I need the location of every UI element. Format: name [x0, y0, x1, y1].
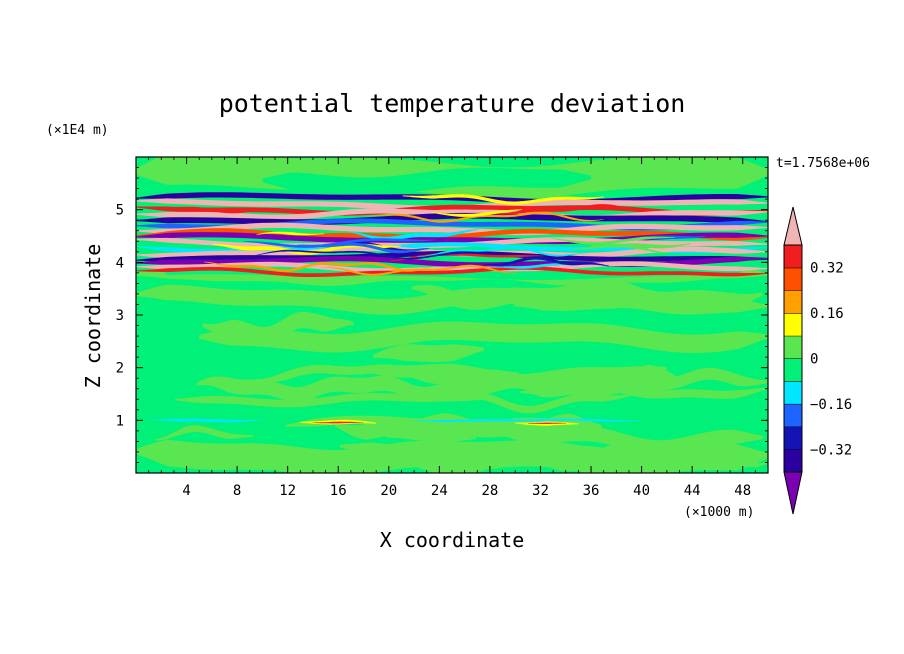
lower-layer-blob [373, 344, 484, 362]
surface-feature [414, 418, 642, 423]
x-tick-label: 40 [633, 483, 650, 499]
stratified-streak [253, 249, 490, 260]
stratified-streak [417, 246, 589, 257]
stratified-streak [322, 264, 517, 276]
colorbar: 0.32 0.16 0 −0.16 −0.32 [783, 206, 852, 515]
stratified-streak [493, 204, 625, 215]
colorbar-tick-label: −0.16 [810, 397, 852, 413]
colorbar-tick-label: 0.32 [810, 261, 844, 277]
x-tick-label: 16 [330, 483, 347, 499]
lower-layer-blob [196, 375, 523, 403]
x-tick-label: 36 [583, 483, 600, 499]
surface-feature [527, 422, 566, 424]
colorbar-segment [784, 403, 802, 427]
contour-field [136, 157, 768, 473]
colorbar-segment [784, 426, 802, 450]
x-axis: 4 8 12 16 20 24 28 32 36 40 44 48 [148, 157, 756, 499]
stratified-streak [243, 238, 436, 248]
stratified-layer [136, 228, 768, 241]
x-tick-label: 48 [734, 483, 751, 499]
lower-layer-blob [385, 430, 477, 442]
colorbar-segment [784, 449, 802, 472]
stratified-layer [136, 204, 768, 216]
x-tick-label: 28 [481, 483, 498, 499]
stratified-streak [389, 252, 544, 262]
surface-feature [148, 418, 263, 423]
plot-area [136, 157, 768, 473]
stratified-streak [212, 243, 401, 255]
lower-layer-blob [285, 415, 582, 430]
lower-layer-blob [136, 284, 705, 315]
stratified-layer [136, 266, 768, 277]
colorbar-segment [784, 313, 802, 336]
x-axis-label: X coordinate [380, 528, 525, 552]
colorbar-tick-label: −0.32 [810, 442, 852, 458]
x-tick-label: 24 [431, 483, 448, 499]
y-tick-label: 4 [116, 255, 124, 271]
colorbar-lower-extension [783, 471, 803, 515]
stratified-streak [483, 256, 610, 267]
chart-title: potential temperature deviation [219, 89, 686, 118]
y-tick-label: 3 [116, 308, 124, 324]
stratified-streak [492, 263, 574, 269]
stratified-streak [590, 243, 691, 249]
lower-layer-blob [357, 363, 667, 387]
stratified-streak [149, 206, 255, 214]
colorbar-segment [784, 245, 802, 268]
stratified-layer [136, 222, 768, 236]
stratified-streak [402, 194, 605, 205]
colorbar-segment [784, 358, 802, 382]
colorbar-tick-label: 0.16 [810, 306, 844, 322]
stratified-streak [204, 261, 431, 272]
colorbar-segment [784, 335, 802, 359]
stratified-layer [136, 198, 768, 211]
lower-layer-blob [136, 439, 768, 473]
colorbar-frame [783, 244, 803, 473]
stratified-streak [297, 242, 430, 254]
colorbar-segment [784, 267, 802, 291]
colorbar-upper-extension [783, 206, 803, 246]
colorbar-tick-label: 0 [810, 352, 818, 368]
x-tick-label: 20 [380, 483, 397, 499]
x-tick-label: 12 [279, 483, 296, 499]
lower-layer-blob [509, 364, 680, 398]
colorbar-segment [784, 381, 802, 404]
lower-layer-blob [154, 425, 254, 441]
surface-feature [313, 421, 364, 424]
x-tick-label: 4 [182, 483, 190, 499]
y-tick-label: 1 [116, 413, 124, 429]
y-tick-label: 2 [116, 361, 124, 377]
x-tick-label: 44 [684, 483, 701, 499]
stratified-streak [256, 231, 325, 236]
y-axis: 1 2 3 4 5 [116, 167, 768, 463]
lower-layer-blob [254, 364, 518, 385]
stratified-streak [372, 211, 604, 223]
colorbar-segment [784, 290, 802, 314]
y-tick-label: 5 [116, 203, 124, 219]
x-unit-label: (×1000 m) [684, 505, 754, 520]
y-axis-label: Z coordinate [81, 244, 105, 389]
stratified-streak [551, 236, 676, 245]
x-tick-label: 8 [233, 483, 241, 499]
lower-layer-blob [199, 321, 768, 354]
time-label: t=1.7568e+06 [776, 156, 870, 171]
upper-layer-blob [262, 167, 591, 196]
x-tick-label: 32 [532, 483, 549, 499]
stratified-streak [349, 229, 478, 241]
stratified-streak [431, 209, 522, 217]
y-unit-label: (×1E4 m) [46, 123, 109, 138]
lower-layer-blob [624, 367, 768, 390]
